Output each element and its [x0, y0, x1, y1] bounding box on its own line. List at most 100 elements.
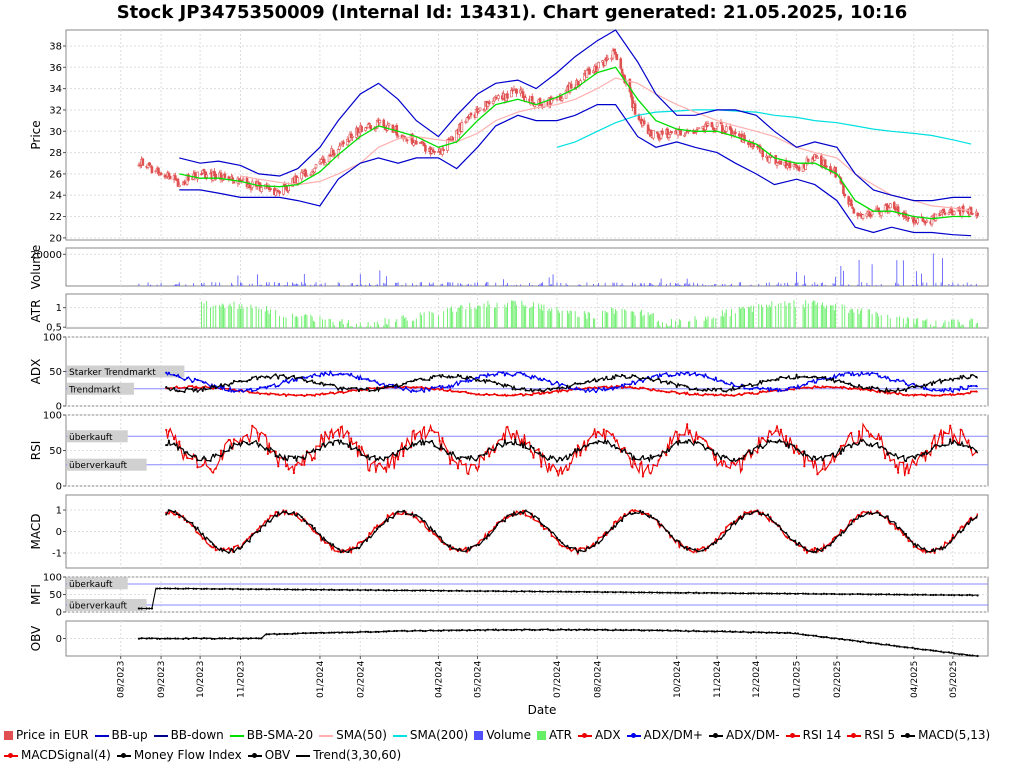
series-macd-signal-marker	[967, 520, 970, 524]
series-obv-marker	[820, 635, 823, 639]
series-obv-marker	[859, 640, 862, 643]
series-rsi14-marker	[256, 442, 259, 445]
series-rsi5-marker	[857, 430, 861, 433]
series-dm-plus-marker	[795, 387, 798, 390]
series-mfi-marker	[976, 594, 979, 597]
candle-body	[332, 153, 336, 156]
series-rsi14-marker	[378, 456, 381, 459]
series-obv-marker	[788, 631, 792, 635]
series-dm-plus-marker	[542, 377, 546, 380]
series-rsi14-marker	[475, 459, 478, 462]
candle-body	[248, 184, 251, 189]
series-adx-marker	[469, 392, 473, 395]
series-macd-marker	[704, 547, 707, 550]
series-dm-minus-marker	[904, 389, 908, 392]
series-mfi-marker	[887, 593, 891, 596]
series-sma200	[556, 109, 972, 148]
series-mfi-marker	[377, 588, 380, 592]
candle-body	[683, 134, 686, 137]
series-dm-plus-marker	[574, 388, 577, 391]
series-rsi5-marker	[610, 433, 613, 436]
series-adx-marker	[678, 392, 681, 395]
series-obv-marker	[632, 628, 635, 631]
series-dm-plus-marker	[579, 388, 582, 391]
series-macd-marker	[446, 544, 449, 547]
candle-body	[405, 139, 409, 142]
series-rsi14-marker	[704, 448, 707, 451]
candle-body	[214, 173, 218, 180]
series-obv-marker	[596, 628, 599, 631]
series-adx-marker	[537, 391, 540, 394]
series-obv-marker	[275, 633, 279, 636]
series-obv-marker	[294, 632, 297, 635]
y-axis-label: OBV	[29, 625, 43, 651]
series-rsi14-marker	[902, 454, 905, 458]
series-obv-marker	[494, 628, 497, 631]
series-macd-signal-marker	[894, 527, 897, 530]
series-macd-marker	[482, 538, 486, 541]
series-adx-marker	[277, 393, 280, 396]
legend-swatch	[296, 754, 311, 757]
series-rsi5-marker	[740, 468, 743, 471]
series-rsi5-marker	[592, 433, 595, 436]
candle-body	[167, 172, 171, 177]
candle-body	[961, 205, 965, 213]
candle-body	[296, 177, 300, 184]
series-dm-plus-marker	[204, 381, 207, 384]
candle-body	[437, 151, 440, 153]
series-adx-marker	[495, 393, 499, 397]
series-rsi14-marker	[303, 457, 306, 460]
series-rsi5-marker	[178, 440, 181, 443]
series-macd-marker	[850, 523, 853, 526]
series-dm-plus-marker	[409, 390, 413, 393]
series-dm-minus-marker	[839, 380, 842, 383]
series-rsi14-marker	[459, 456, 462, 459]
series-macd-marker	[915, 545, 918, 549]
series-obv-marker	[301, 631, 305, 635]
series-rsi5-marker	[303, 463, 306, 466]
series-obv-marker	[538, 628, 542, 631]
series-rsi5-marker	[665, 454, 668, 457]
series-rsi14-marker	[209, 459, 212, 462]
series-mfi-marker	[166, 587, 169, 590]
series-macd-marker	[641, 510, 645, 514]
series-rsi5-marker	[433, 431, 436, 434]
series-mfi-marker	[158, 587, 161, 590]
series-dm-minus-marker	[191, 388, 194, 391]
series-rsi14-marker	[347, 445, 350, 448]
series-rsi14-marker	[568, 453, 572, 456]
series-dm-minus-marker	[503, 383, 506, 386]
series-macd-marker	[295, 514, 298, 517]
series-obv-marker	[333, 631, 336, 634]
series-obv-marker	[400, 629, 404, 632]
series-obv-marker	[684, 629, 687, 632]
series-rsi14-marker	[409, 444, 413, 448]
series-rsi14-marker	[850, 446, 853, 449]
series-mfi-marker	[801, 592, 805, 595]
series-adx-marker	[193, 386, 197, 389]
series-rsi5-marker	[774, 429, 777, 433]
series-obv-marker	[369, 631, 372, 634]
series-dm-minus-marker	[277, 377, 280, 380]
series-obv-marker	[520, 629, 523, 632]
series-mfi-marker	[614, 591, 617, 594]
series-rsi5-marker	[488, 455, 491, 458]
legend-item: ATR	[536, 728, 572, 742]
series-mfi-marker	[958, 593, 961, 597]
series-mfi-marker	[419, 589, 422, 592]
series-macd-signal-marker	[449, 548, 452, 551]
series-obv-marker	[429, 629, 432, 632]
series-macd-marker	[355, 547, 358, 550]
series-dm-minus-marker	[495, 383, 499, 386]
series-obv-marker	[367, 630, 370, 633]
series-obv-marker	[479, 629, 482, 632]
series-mfi-marker	[163, 587, 167, 590]
series-macd-marker	[904, 532, 908, 536]
series-dm-minus-marker	[847, 382, 850, 386]
series-macd-signal-marker	[488, 530, 491, 534]
series-rsi14-marker	[365, 456, 368, 459]
legend-swatch	[116, 752, 131, 758]
series-adx-marker	[251, 391, 254, 394]
candle-body	[706, 123, 710, 126]
series-macd-signal-marker	[373, 526, 376, 529]
